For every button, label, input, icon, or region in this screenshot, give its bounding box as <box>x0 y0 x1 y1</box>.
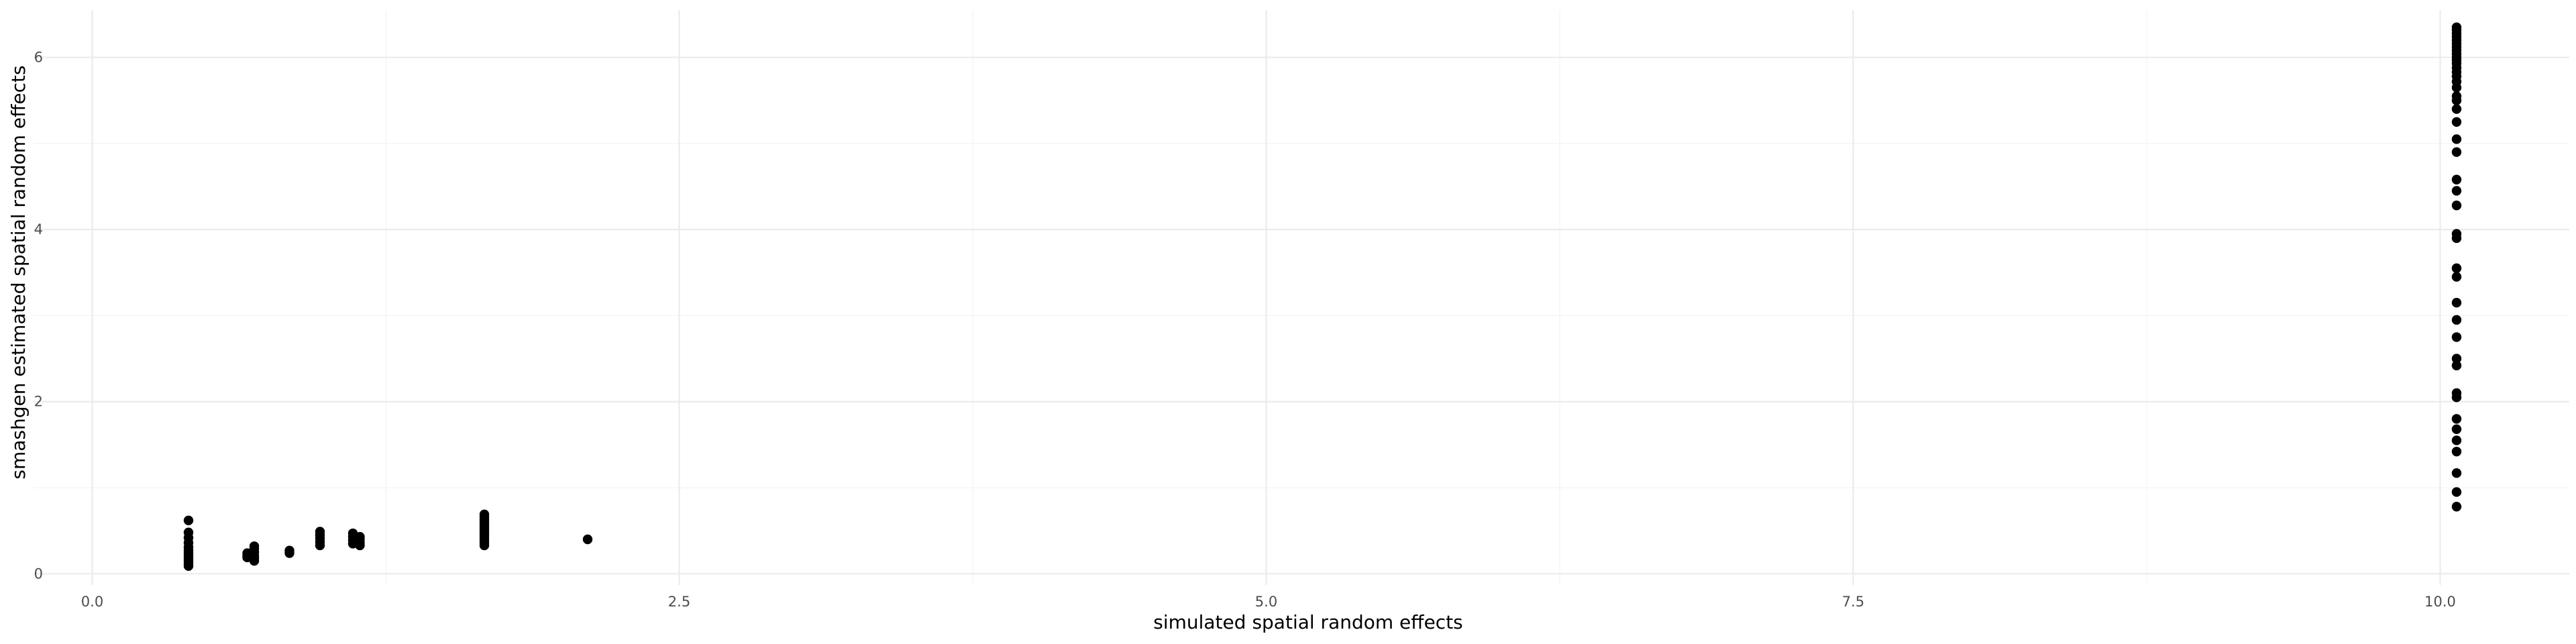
data-point <box>2451 354 2462 364</box>
x-tick-labels: 0.0 2.5 5.0 7.5 10.0 <box>81 594 2456 610</box>
data-point <box>2451 502 2462 512</box>
x-axis-title: simulated spatial random effects <box>1153 611 1463 633</box>
data-point <box>183 527 194 537</box>
data-point <box>183 515 194 525</box>
data-point <box>2451 468 2462 478</box>
data-point <box>2451 174 2462 184</box>
data-point <box>2451 435 2462 445</box>
x-tick-label: 7.5 <box>1842 594 1864 610</box>
data-point <box>2451 388 2462 398</box>
data-point <box>2451 315 2462 325</box>
data-point <box>2451 332 2462 342</box>
y-tick-label: 4 <box>34 221 43 237</box>
data-point <box>2451 360 2462 371</box>
y-tick-label: 0 <box>34 566 43 582</box>
data-point <box>315 527 325 537</box>
major-gridlines <box>34 10 2569 585</box>
data-point <box>582 534 593 545</box>
data-point <box>2451 201 2462 211</box>
data-point <box>249 541 260 551</box>
data-point <box>2451 186 2462 196</box>
y-tick-label: 2 <box>34 394 43 410</box>
y-tick-label: 6 <box>34 50 43 66</box>
data-point <box>284 545 294 555</box>
y-axis-title: smashgen estimated spatial random effect… <box>7 65 30 479</box>
data-points <box>183 22 2462 571</box>
data-point <box>2451 424 2462 434</box>
data-point <box>2451 104 2462 114</box>
data-point <box>2451 414 2462 424</box>
x-tick-label: 10.0 <box>2424 594 2456 610</box>
y-tick-labels: 0 2 4 6 <box>34 50 43 582</box>
data-point <box>2451 297 2462 308</box>
x-tick-label: 0.0 <box>81 594 103 610</box>
data-point <box>2451 117 2462 127</box>
data-point <box>2451 134 2462 144</box>
data-point <box>2451 147 2462 157</box>
data-point <box>2451 487 2462 497</box>
data-point <box>479 509 490 519</box>
x-tick-label: 5.0 <box>1255 594 1277 610</box>
x-tick-label: 2.5 <box>668 594 690 610</box>
data-point <box>2451 446 2462 457</box>
minor-gridlines <box>34 10 2569 585</box>
data-point <box>355 531 365 542</box>
data-point <box>2451 263 2462 274</box>
data-point <box>2451 229 2462 239</box>
data-point <box>2451 272 2462 282</box>
data-point <box>2451 22 2462 32</box>
data-point <box>2451 91 2462 101</box>
